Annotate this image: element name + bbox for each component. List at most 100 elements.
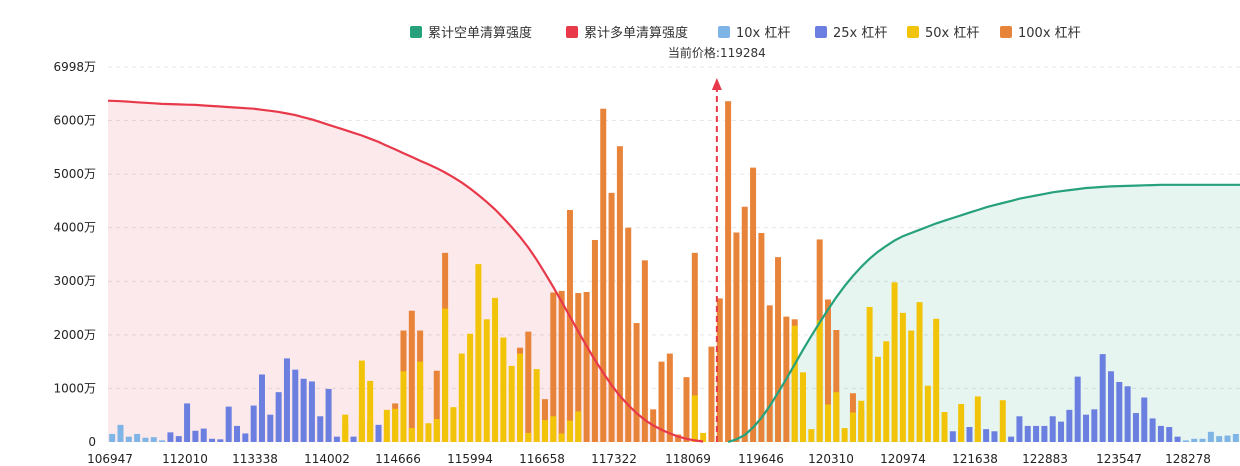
bar-102-lev50-segment [958, 428, 965, 442]
bar-37-lev50-segment [417, 361, 424, 442]
bar-133-lev10 [1216, 436, 1223, 442]
bar-2-lev10 [125, 436, 132, 442]
x-tick-label-8: 118069 [665, 452, 711, 466]
bar-69-lev100 [683, 377, 690, 442]
y-tick-label-0: 0 [88, 435, 96, 449]
bar-31-lev50 [367, 380, 374, 442]
legend-swatch-short_cum [410, 26, 422, 38]
bar-74-lev100 [725, 101, 732, 442]
bar-44-lev50 [475, 264, 482, 442]
bar-85-lev50-segment [816, 320, 823, 442]
bar-0-lev10 [109, 433, 116, 442]
bar-10-lev25 [192, 430, 199, 442]
bar-124-lev25 [1141, 397, 1148, 442]
y-axis: 0 1000万 2000万 3000万 4000万 5000万 6000万 6998万 [53, 60, 96, 449]
bar-109-lev25 [1016, 416, 1023, 442]
bar-125-lev25 [1149, 418, 1156, 442]
long-cumulative-line [107, 99, 704, 443]
legend-swatch-long_cum [566, 26, 578, 38]
y-tick-label-6: 6000万 [53, 113, 96, 127]
bar-122-lev25 [1124, 386, 1131, 442]
bar-27-lev25 [333, 436, 340, 442]
x-tick-label-9: 119646 [738, 452, 784, 466]
legend-item-short_cum[interactable]: 累计空单清算强度 [410, 25, 532, 41]
bar-83-lev50 [800, 372, 807, 442]
bar-107-lev50 [999, 400, 1006, 442]
bar-70-lev100 [691, 252, 698, 442]
bar-50-lev100 [525, 331, 532, 442]
legend-swatch-lev25 [815, 26, 827, 38]
bar-39-lev50-segment [433, 418, 440, 442]
bar-108-lev25 [1008, 436, 1015, 442]
bar-58-lev100 [591, 239, 598, 442]
legend-swatch-lev10 [718, 26, 730, 38]
bar-56-lev50-segment [575, 411, 582, 442]
legend-label-lev50: 50x 杠杆 [925, 25, 979, 41]
bar-92-lev50 [874, 356, 881, 442]
bar-59-lev100 [600, 108, 607, 442]
bar-94-lev50 [891, 282, 898, 442]
legend-item-lev100[interactable]: 100x 杠杆 [1000, 25, 1081, 41]
bar-6-lev10 [159, 440, 166, 442]
current-price-marker: 当前价格:119284 [668, 45, 766, 442]
bar-104-lev50-segment [974, 429, 981, 442]
bar-26-lev25 [325, 388, 332, 442]
bar-127-lev25 [1166, 427, 1173, 442]
bar-46-lev50 [492, 297, 499, 442]
y-tick-label-5: 5000万 [53, 167, 96, 181]
bar-116-lev25 [1074, 376, 1081, 442]
bar-54-lev50-segment [558, 433, 565, 442]
x-tick-label-4: 114666 [375, 452, 421, 466]
bar-132-lev10 [1207, 431, 1214, 442]
bar-73-lev100 [716, 298, 723, 442]
bar-20-lev25 [275, 392, 282, 442]
legend-item-lev25[interactable]: 25x 杠杆 [815, 25, 887, 41]
bar-110-lev25 [1024, 425, 1031, 442]
bar-100-lev50-segment [941, 436, 948, 442]
bar-52-lev50-segment [541, 420, 548, 442]
bar-48-lev50 [508, 365, 515, 442]
bar-47-lev50 [500, 337, 507, 442]
bar-55-lev50-segment [566, 420, 573, 442]
bar-120-lev25 [1107, 371, 1114, 442]
bar-104-lev50 [974, 396, 981, 442]
bar-31-lev50-segment [367, 421, 374, 442]
legend-item-long_cum[interactable]: 累计多单清算强度 [566, 25, 688, 41]
bar-54-lev100 [558, 290, 565, 442]
bar-84-lev50 [808, 429, 815, 442]
bar-36-lev50-segment [408, 428, 415, 442]
bar-114-lev25 [1058, 421, 1065, 442]
x-tick-label-6: 116658 [519, 452, 565, 466]
y-tick-label-4: 4000万 [53, 221, 96, 235]
bar-5-lev10 [150, 437, 157, 442]
bar-106-lev25 [991, 431, 998, 442]
bar-107-lev50-segment [999, 438, 1006, 442]
x-tick-label-3: 114002 [304, 452, 350, 466]
bar-89-lev50-segment [849, 412, 856, 442]
bar-71-lev50 [700, 432, 707, 442]
bar-21-lev25 [283, 358, 290, 442]
bar-75-lev100 [733, 232, 740, 442]
x-tick-label-7: 117322 [591, 452, 637, 466]
legend-label-short_cum: 累计空单清算强度 [428, 25, 532, 41]
leverage-bars [109, 101, 1239, 442]
bar-23-lev25 [300, 378, 307, 442]
bar-28-lev50-segment [342, 422, 349, 442]
x-tick-label-15: 128278 [1165, 452, 1211, 466]
legend-swatch-lev100 [1000, 26, 1012, 38]
bar-86-lev50-segment [824, 404, 831, 442]
bar-25-lev25 [317, 416, 324, 442]
legend-swatch-lev50 [907, 26, 919, 38]
bar-61-lev100 [616, 146, 623, 442]
bar-112-lev25 [1041, 425, 1048, 442]
bar-130-lev10 [1191, 438, 1198, 442]
legend-item-lev50[interactable]: 50x 杠杆 [907, 25, 979, 41]
bar-12-lev25 [209, 438, 216, 442]
bar-33-lev50 [383, 409, 390, 442]
bar-66-lev100 [658, 361, 665, 442]
legend-item-lev10[interactable]: 10x 杠杆 [718, 25, 790, 41]
bar-40-lev50-segment [442, 308, 449, 442]
bar-126-lev25 [1157, 425, 1164, 442]
bar-67-lev100 [666, 353, 673, 442]
bar-93-lev50 [883, 341, 890, 442]
